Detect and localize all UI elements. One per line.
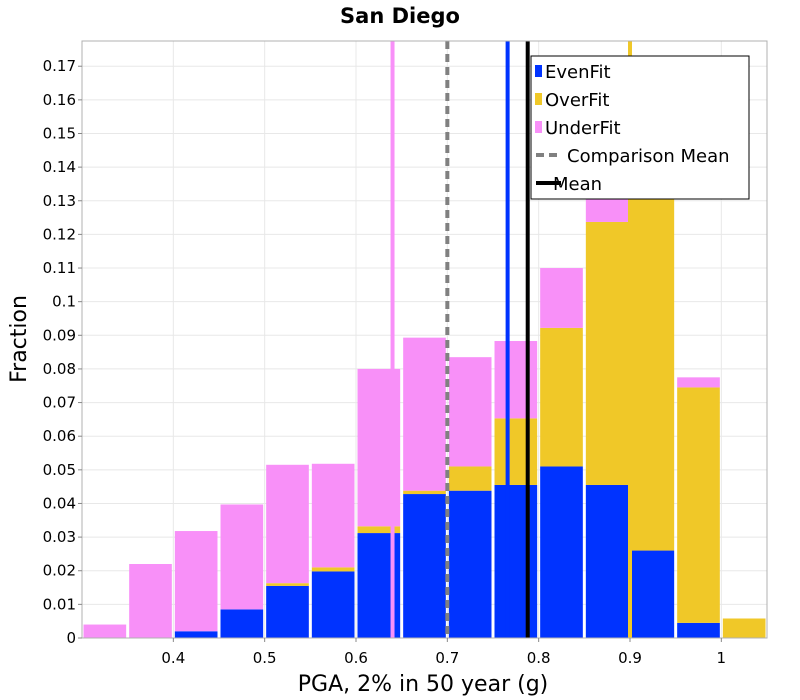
y-tick-label: 0.06 [43, 427, 76, 445]
bar-evenfit-8 [448, 490, 492, 638]
bar-overfit-12 [631, 192, 675, 551]
bar-overfit-4 [266, 583, 309, 586]
y-tick-label: 0.01 [43, 595, 76, 613]
bar-overfit-8 [448, 466, 492, 491]
legend-label: EvenFit [545, 62, 611, 83]
bar-underfit-0 [83, 624, 127, 638]
x-tick-label: 0.5 [253, 649, 277, 667]
bar-evenfit-10 [540, 466, 583, 638]
y-tick-label: 0.13 [43, 192, 76, 210]
y-axis: 0 0.01 0.02 0.03 0.04 0.05 0.06 0.07 0.08 0.09 0.1… [43, 57, 82, 647]
bar-overfit-9 [494, 418, 538, 485]
legend-swatch-underfit [535, 121, 542, 133]
bar-underfit-13 [677, 377, 720, 388]
bar-underfit-1 [129, 564, 172, 638]
legend-box [530, 55, 750, 200]
y-tick-label: 0.14 [43, 158, 76, 176]
bar-underfit-8 [448, 357, 492, 467]
y-tick-label: 0.12 [43, 225, 76, 243]
y-tick-label: 0.11 [43, 259, 76, 277]
y-tick-label: 0.17 [43, 57, 76, 75]
y-tick-label: 0.15 [43, 124, 76, 142]
legend-swatch-overfit [535, 93, 542, 105]
legend-label: UnderFit [545, 118, 621, 139]
bar-underfit-10 [540, 268, 583, 328]
x-tick-label: 1 [717, 649, 727, 667]
y-tick-label: 0 [66, 629, 76, 647]
y-tick-label: 0.03 [43, 528, 76, 546]
bar-overfit-7 [403, 490, 446, 495]
bar-evenfit-9 [494, 484, 538, 638]
x-tick-label: 0.4 [161, 649, 185, 667]
y-tick-label: 0.07 [43, 394, 76, 412]
x-tick-label: 0.9 [618, 649, 642, 667]
bar-overfit-6 [357, 526, 401, 534]
bar-underfit-3 [220, 504, 264, 610]
plot-frame [81, 40, 768, 639]
legend-label: OverFit [545, 90, 609, 111]
bar-overfit-13 [677, 387, 720, 623]
y-tick-label: 0.16 [43, 91, 76, 109]
y-tick-label: 0.04 [43, 494, 76, 512]
bar-evenfit-13 [677, 622, 720, 638]
y-tick-label: 0.05 [43, 461, 76, 479]
bar-evenfit-3 [220, 609, 264, 638]
y-tick-label: 0.02 [43, 562, 76, 580]
bar-evenfit-11 [585, 484, 629, 638]
chart-title: San Diego [340, 4, 460, 28]
bar-underfit-7 [403, 337, 446, 491]
y-tick-label: 0.09 [43, 326, 76, 344]
legend: EvenFit OverFit UnderFit Comparison Mean Mea… [530, 55, 750, 200]
bar-overfit-14 [722, 618, 766, 638]
bar-underfit-9 [494, 341, 538, 419]
bar-evenfit-7 [403, 494, 446, 638]
y-tick-label: 0.08 [43, 360, 76, 378]
x-tick-label: 0.8 [527, 649, 551, 667]
bar-evenfit-4 [266, 585, 309, 638]
legend-label: Comparison Mean [567, 146, 730, 167]
bar-evenfit-2 [174, 631, 218, 638]
bar-overfit-5 [311, 567, 355, 572]
bar-overfit-11 [585, 221, 629, 485]
x-axis-title: PGA, 2% in 50 year (g) [298, 672, 549, 697]
bar-overfit-10 [540, 327, 583, 467]
x-axis: 0.4 0.5 0.6 0.7 0.8 0.9 1 [161, 638, 726, 667]
y-tick-label: 0.1 [52, 293, 76, 311]
bar-evenfit-12 [631, 550, 675, 638]
legend-label: Mean [553, 174, 602, 195]
x-tick-label: 0.7 [435, 649, 459, 667]
bar-underfit-4 [266, 464, 309, 584]
bar-underfit-5 [311, 463, 355, 568]
bar-underfit-2 [174, 531, 218, 632]
legend-swatch-evenfit [535, 65, 542, 77]
x-tick-label: 0.6 [344, 649, 368, 667]
y-axis-title: Fraction [7, 295, 32, 383]
bar-evenfit-5 [311, 571, 355, 638]
